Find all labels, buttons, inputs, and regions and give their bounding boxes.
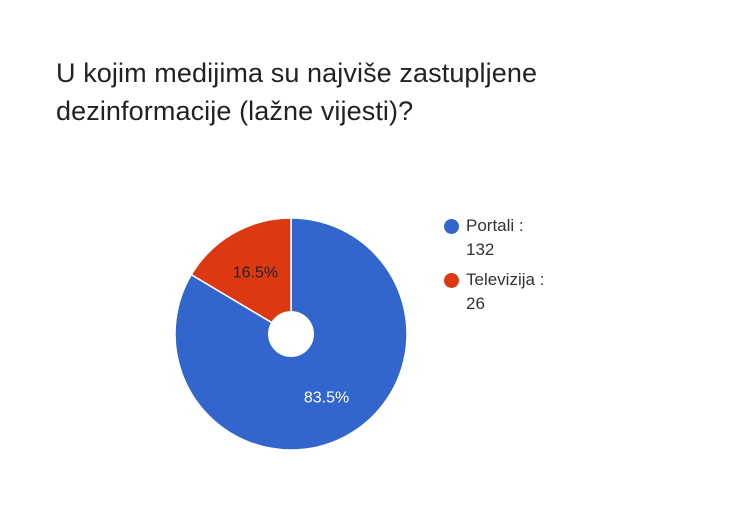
legend-label-televizija: Televizija : xyxy=(466,270,545,289)
pie-slice-labels: 83.5% 16.5% xyxy=(233,264,349,406)
legend-value-portali: 132 xyxy=(466,240,495,259)
legend-value-televizija: 26 xyxy=(466,294,485,313)
legend-item-portali: Portali : 132 xyxy=(444,214,644,262)
legend-swatch-portali xyxy=(444,219,459,234)
pie-slice-label-portali: 83.5% xyxy=(304,390,349,407)
legend-label-portali: Portali : xyxy=(466,216,524,235)
chart-title-line-1: U kojim medijima su najviše zastupljene xyxy=(56,58,538,88)
pie-slice-label-televizija: 16.5% xyxy=(233,264,278,281)
pie-slices xyxy=(174,217,408,451)
pie-center-hole xyxy=(268,311,314,357)
pie-slice-portali[interactable] xyxy=(174,217,408,451)
chart-title: U kojim medijima su najviše zastupljene … xyxy=(56,54,696,130)
chart-title-line-2: dezinformacije (lažne vijesti)? xyxy=(56,96,414,126)
legend-item-televizija: Televizija : 26 xyxy=(444,268,644,316)
pie-slice-televizija[interactable] xyxy=(190,217,292,336)
legend: Portali : 132 Televizija : 26 xyxy=(444,214,644,322)
legend-swatch-televizija xyxy=(444,273,459,288)
